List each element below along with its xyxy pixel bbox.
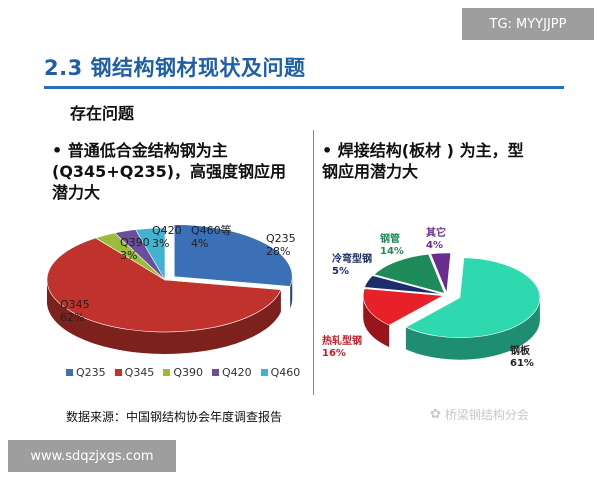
slice-hot-rolled [362, 288, 445, 326]
legend-label: Q345 [124, 366, 155, 379]
legend-label: Q235 [76, 366, 106, 379]
legend-item: Q345 [114, 366, 155, 379]
watermark: ✿ 桥梁钢结构分会 [430, 406, 529, 423]
left-bullet-text: • 普通低合金结构钢为主(Q345+Q235)，高强度钢应用潜力大 [52, 141, 287, 202]
legend-swatch [114, 369, 122, 376]
left-pie-chart [46, 224, 293, 354]
legend-label: Q460 [270, 366, 301, 379]
slice-hot-rolled-side [363, 295, 390, 348]
wechat-icon: ✿ [430, 407, 441, 422]
legend-label: Q390 [173, 366, 203, 379]
legend-label: Q420 [221, 366, 252, 379]
slice-plate [405, 257, 541, 338]
title-underline [44, 86, 564, 89]
right-label-plate: 钢板 61% [510, 346, 534, 369]
legend-item: Q460 [260, 366, 301, 379]
section-subtitle: 存在问题 [70, 104, 135, 123]
legend-swatch [163, 369, 171, 376]
right-label-hot-rolled: 热轧型钢 16% [322, 336, 362, 359]
slice-q460 [135, 227, 166, 282]
right-bullet-text: • 焊接结构(板材 ) 为主，型钢应用潜力大 [322, 141, 524, 181]
slice-q235-side [290, 276, 293, 309]
bottom-left-url-badge: www.sdqzjxgs.com [8, 440, 176, 472]
right-label-cold-formed: 冷弯型钢 5% [332, 254, 372, 277]
left-label-q420: Q420 3% [152, 224, 182, 250]
right-label-tube: 钢管 14% [380, 234, 404, 257]
legend-item: Q235 [66, 366, 106, 379]
left-label-q235: Q235 28% [266, 232, 296, 258]
right-pie-chart [362, 252, 541, 360]
top-right-badge: TG: MYYJJPP [462, 8, 594, 40]
slice-q345-side [47, 280, 281, 354]
slice-q235 [173, 224, 293, 287]
left-label-q345: Q345 62% [60, 298, 90, 324]
slice-other [430, 252, 452, 294]
column-divider [313, 130, 314, 395]
page-title: 2.3 钢结构钢材现状及问题 [44, 56, 306, 80]
right-label-other: 其它 4% [426, 228, 446, 251]
slice-cold-formed [364, 275, 444, 295]
legend-swatch [211, 369, 219, 376]
slice-tube [373, 253, 446, 294]
data-source-note: 数据来源：中国钢结构协会年度调查报告 [66, 410, 283, 424]
legend-swatch [66, 369, 73, 376]
left-label-q390: Q390 3% [120, 236, 150, 262]
legend-swatch [260, 369, 268, 376]
slice-q345 [46, 237, 282, 333]
legend-item: Q390 [163, 366, 203, 379]
legend-item: Q420 [211, 366, 252, 379]
left-pie-legend: Q235 Q345 Q390 Q420 Q460 [66, 366, 300, 379]
left-label-q460: Q460等 4% [191, 224, 232, 250]
slice-plate-side [405, 297, 540, 360]
watermark-text: 桥梁钢结构分会 [444, 408, 529, 422]
